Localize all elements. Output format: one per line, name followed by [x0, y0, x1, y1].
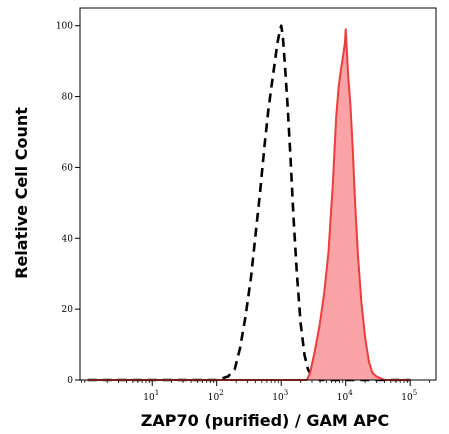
y-tick-label-0: 0 [67, 376, 73, 386]
x-tick-label-1: 102 [208, 389, 224, 403]
plot-frame [79, 7, 437, 381]
x-tick-label-4: 105 [401, 389, 417, 403]
series-0-line [87, 24, 411, 382]
x-axis-title: ZAP70 (purified) / GAM APC [141, 411, 389, 430]
axes [75, 7, 437, 386]
x-tick-label-0: 101 [143, 389, 159, 403]
y-tick-label-5: 100 [56, 22, 73, 32]
x-tick-label-3: 104 [337, 389, 353, 403]
y-axis-title: Relative Cell Count [12, 107, 31, 279]
y-tick-label-1: 20 [62, 305, 74, 315]
tick-labels: 0 20 40 60 80 100 101 102 103 104 105 [56, 22, 417, 403]
series-1-area [87, 29, 411, 380]
y-tick-label-4: 80 [62, 93, 74, 103]
x-tick-label-2: 103 [272, 389, 288, 403]
plot-area [87, 24, 411, 382]
y-tick-label-3: 60 [62, 163, 74, 173]
series-1-line [87, 28, 411, 381]
y-tick-label-2: 40 [62, 234, 74, 244]
